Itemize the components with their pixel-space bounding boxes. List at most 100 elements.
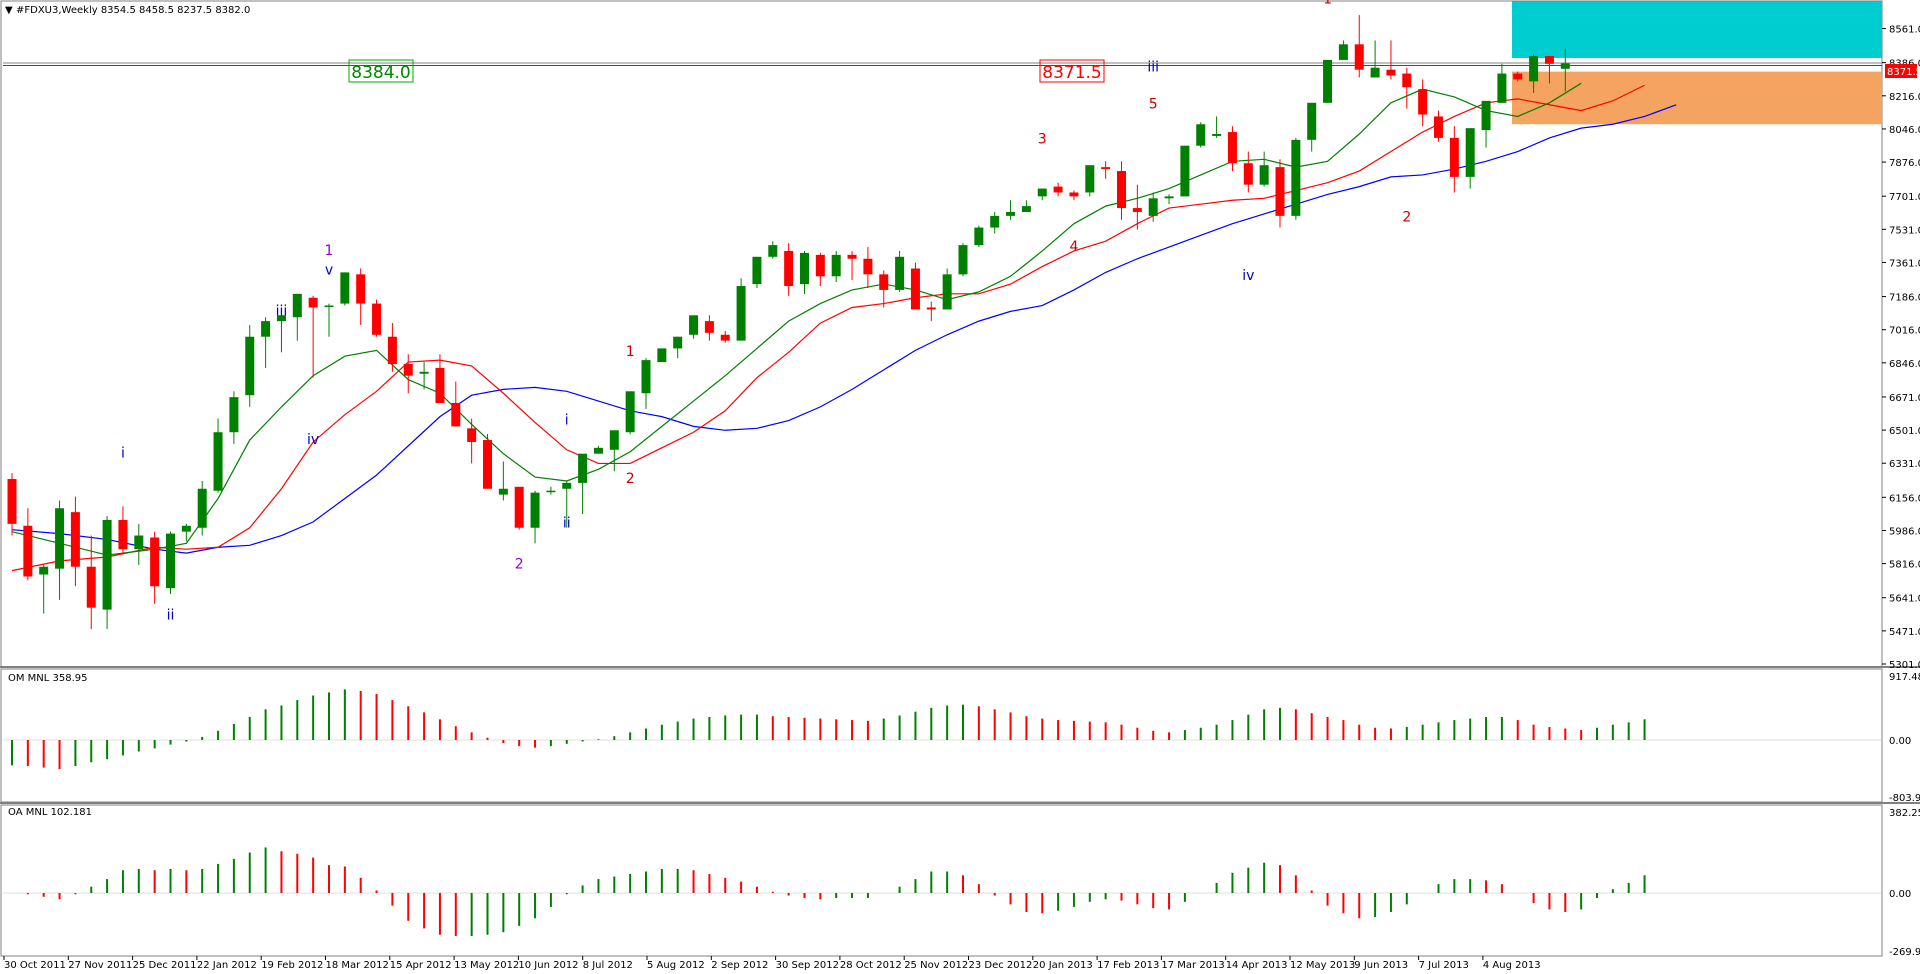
x-tick-label: 7 Jul 2013 [1419,960,1469,971]
x-tick-label: 14 Apr 2013 [1226,960,1288,971]
candle [1037,188,1047,201]
level-label-left: 8384.0 [351,63,410,83]
candle [372,299,382,337]
x-tick-label: 17 Mar 2013 [1161,960,1224,971]
candle-body [1259,165,1269,185]
wave-label: iii [276,303,288,319]
candle [530,490,540,544]
candle [1513,71,1523,82]
candle [7,473,17,536]
candle [1275,159,1285,228]
candle-body [324,305,334,308]
candle-body [1307,102,1317,140]
candle [800,250,809,294]
candle-body [1434,116,1443,138]
candle [340,272,350,306]
x-tick-label: 22 Jan 2012 [197,960,257,971]
candle [1164,194,1174,205]
candle [1243,151,1253,193]
candle-body [784,250,794,287]
x-tick-label: 30 Sep 2012 [776,960,839,971]
x-tick-label: 12 May 2013 [1290,960,1355,971]
candle-body [276,315,286,322]
candle-body [308,297,318,308]
candle-body [213,432,223,491]
candle-body [356,274,366,304]
oscillator-om-mnl [3,689,1882,770]
candle [1418,79,1428,127]
candle [1006,200,1016,220]
candle-body [1513,73,1523,80]
candle-body [625,391,635,433]
candle-body [1338,44,1348,60]
y-tick-label: 5641.0 [1889,594,1920,605]
candle [70,496,80,587]
x-tick-label: 4 Aug 2013 [1483,960,1541,971]
osc2-tick-label: 0.00 [1889,889,1911,900]
candle-body [166,533,175,589]
candle-body [926,307,936,310]
candle-body [1069,192,1079,197]
candle [483,434,492,489]
candle-body [974,227,984,246]
candle [419,362,429,390]
wave-label: 1 [626,344,635,360]
x-tick-label: 2 Sep 2012 [711,960,768,971]
candle-body [1101,167,1111,170]
candle [118,506,128,554]
candle-body [1037,188,1047,197]
candle [134,523,144,565]
candle-body [1021,206,1031,212]
candle-body [70,512,80,567]
ma-red-line [11,84,1645,572]
candle-body [134,535,144,550]
candle-body [641,360,651,394]
candle [403,354,413,394]
candle [498,461,508,501]
candle [863,247,873,288]
candle-body [292,293,302,318]
candle-body [720,334,730,341]
candle [1370,40,1380,78]
candle [213,418,223,493]
candle [1148,192,1158,222]
candle-body [245,336,255,396]
y-tick-label: 7701.0 [1889,192,1920,203]
header-triangle-icon: ▼ [5,5,13,16]
candle-body [39,566,49,575]
candle [704,315,714,341]
candle [1227,126,1237,172]
candle-body [387,336,397,365]
candle [1069,190,1079,201]
candle [324,303,334,337]
candle [736,278,746,341]
candle-body [419,371,429,374]
osc2-tick-label: 382.252 [1889,808,1920,819]
y-tick-label: 5471.0 [1889,627,1920,638]
candle [55,500,65,600]
candle [562,480,572,528]
y-tick-label: 7016.0 [1889,326,1920,337]
candle [609,430,619,472]
candle-body [23,525,33,577]
candle [1402,67,1412,109]
candle-body [1006,211,1016,216]
candle [1307,102,1317,152]
candle [1196,122,1206,148]
level-label-right: 8371.5 [1042,63,1101,83]
wave-label: 2 [626,471,635,487]
y-tick-label: 7186.0 [1889,293,1920,304]
candle-body [1323,59,1333,103]
candle [39,564,49,614]
price-badge: 8371.5 [1887,67,1920,78]
y-tick-label: 5816.0 [1889,560,1920,571]
candle [451,381,461,427]
wave-label: 5 [1149,97,1158,113]
x-tick-label: 17 Feb 2013 [1097,960,1159,971]
wave-label: i [565,412,569,428]
wave-label: ii [167,607,175,623]
y-tick-label: 6156.0 [1889,493,1920,504]
candle [387,323,397,372]
x-tick-label: 15 Apr 2012 [390,960,452,971]
